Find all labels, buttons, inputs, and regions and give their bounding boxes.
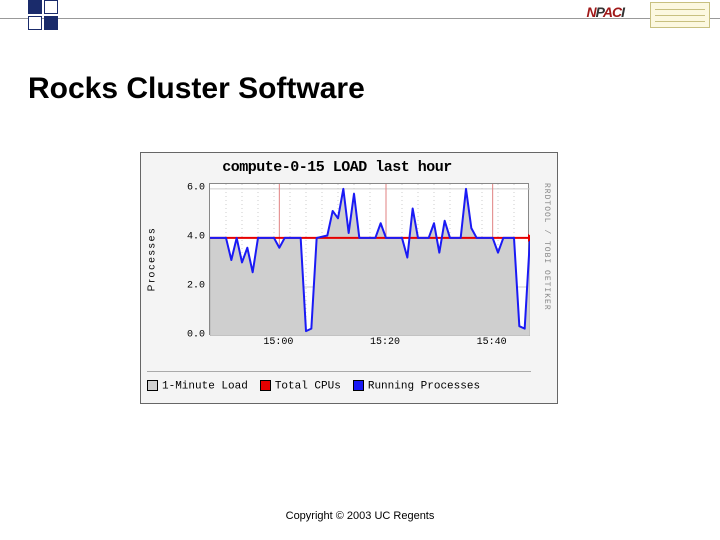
x-tick-label: 15:00	[263, 337, 293, 348]
slide: NPACI Rocks Cluster Software compute-0-1…	[0, 0, 720, 540]
chart-legend: 1-Minute Load Total CPUs Running Processes	[147, 371, 531, 395]
copyright-footer: Copyright © 2003 UC Regents	[0, 510, 720, 522]
legend-swatch-icon	[353, 380, 364, 391]
y-tick-label: 2.0	[187, 280, 205, 291]
legend-swatch-icon	[147, 380, 158, 391]
x-tick-label: 15:20	[370, 337, 400, 348]
npaci-logo: NPACI	[586, 4, 624, 20]
legend-item: 1-Minute Load	[147, 380, 248, 392]
legend-swatch-icon	[260, 380, 271, 391]
y-tick-label: 6.0	[187, 182, 205, 193]
header-square-icon	[44, 0, 58, 14]
y-tick-label: 4.0	[187, 231, 205, 242]
partner-logo-icon	[650, 2, 710, 28]
slide-header: NPACI	[0, 0, 720, 30]
header-square-icon	[28, 0, 42, 14]
y-tick-label: 0.0	[187, 330, 205, 341]
load-chart: compute-0-15 LOAD last hour Processes RR…	[140, 152, 558, 404]
x-tick-label: 15:40	[477, 337, 507, 348]
rrdtool-credit: RRDTOOL / TOBI OETIKER	[537, 183, 551, 335]
y-axis-label: Processes	[145, 183, 159, 335]
page-title: Rocks Cluster Software	[28, 72, 365, 106]
header-square-icon	[28, 16, 42, 30]
legend-item: Total CPUs	[260, 380, 341, 392]
legend-item: Running Processes	[353, 380, 480, 392]
plot-area	[209, 183, 529, 335]
header-square-icon	[44, 16, 58, 30]
chart-title: compute-0-15 LOAD last hour	[141, 159, 533, 176]
